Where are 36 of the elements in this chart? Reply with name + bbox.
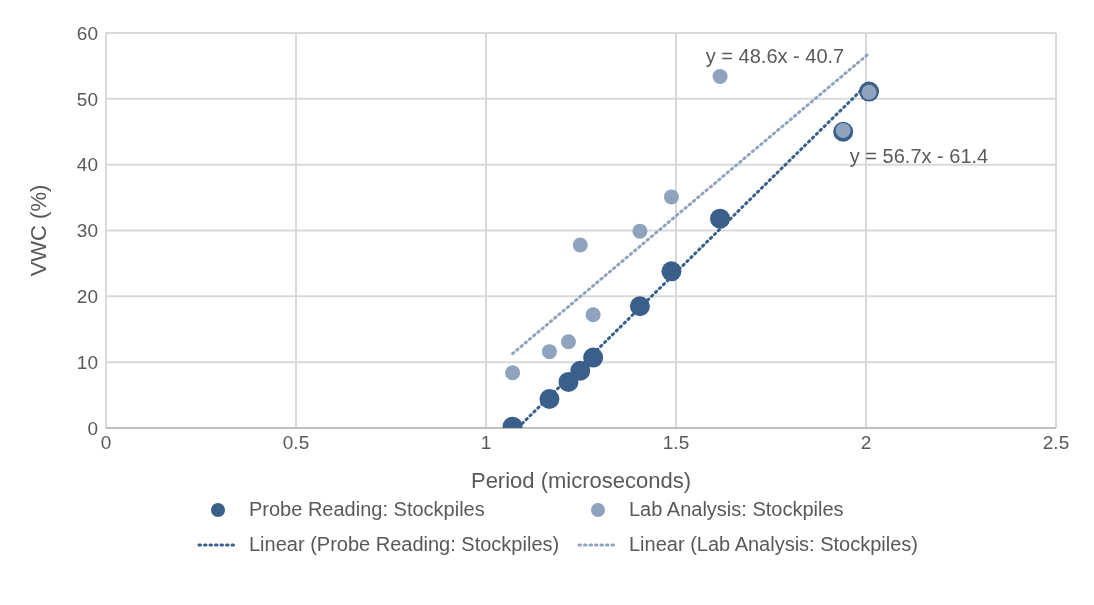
y-tick-label: 50 — [76, 88, 98, 110]
legend-label: Lab Analysis: Stockpiles — [629, 498, 844, 521]
point — [505, 365, 521, 381]
point — [585, 307, 601, 323]
y-tick-label: 40 — [76, 154, 98, 176]
x-tick-label: 0 — [100, 432, 112, 454]
y-tick-label: 30 — [76, 220, 98, 242]
y-tick-label: 0 — [87, 417, 98, 439]
x-tick-label: 0.5 — [282, 432, 310, 454]
annotation: y = 56.7x - 61.4 — [849, 145, 989, 167]
y-tick-label: 60 — [76, 22, 98, 44]
point — [572, 237, 588, 253]
annotation: y = 48.6x - 40.7 — [705, 45, 845, 67]
point — [710, 208, 731, 229]
legend-label: Probe Reading: Stockpiles — [249, 498, 485, 521]
x-tick-label: 2 — [860, 432, 872, 454]
point — [570, 360, 591, 381]
point — [661, 261, 682, 282]
point — [663, 189, 679, 205]
point — [712, 68, 728, 84]
legend-label: Linear (Lab Analysis: Stockpiles) — [629, 533, 919, 556]
legend-label: Linear (Probe Reading: Stockpiles) — [249, 533, 560, 556]
y-tick-label: 10 — [76, 351, 98, 373]
x-axis-title: Period (microseconds) — [470, 468, 692, 493]
point — [539, 389, 560, 410]
point — [629, 296, 650, 317]
point — [632, 223, 648, 239]
x-tick-label: 2.5 — [1042, 432, 1070, 454]
x-tick-label: 1.5 — [662, 432, 690, 454]
point — [541, 344, 557, 360]
point — [558, 371, 579, 392]
point — [560, 334, 576, 350]
y-axis-title: VWC (%) — [25, 184, 51, 277]
point — [583, 347, 604, 368]
x-tick-label: 1 — [480, 432, 492, 454]
y-tick-label: 20 — [76, 286, 98, 308]
